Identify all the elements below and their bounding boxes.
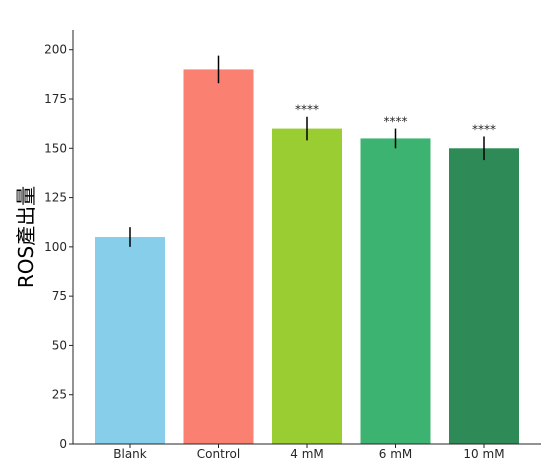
bar-control xyxy=(183,69,254,444)
y-axis-label: ROS產出量 xyxy=(14,186,38,288)
y-tick-label: 50 xyxy=(52,338,67,352)
y-tick-label: 75 xyxy=(52,289,67,303)
y-tick-label: 150 xyxy=(44,141,67,155)
y-tick-label: 25 xyxy=(52,388,67,402)
y-tick-label: 125 xyxy=(44,191,67,205)
y-axis-ticks: 0 25 50 75 100 125 150 175 200 xyxy=(44,43,73,451)
y-tick-label: 175 xyxy=(44,92,67,106)
bars-group xyxy=(95,69,519,445)
error-bars-group xyxy=(129,55,485,247)
x-tick-label: Blank xyxy=(113,447,147,461)
x-tick-label: Control xyxy=(197,447,240,461)
x-tick-label: 10 mM xyxy=(463,447,504,461)
y-tick-label: 0 xyxy=(59,437,67,451)
y-tick-label: 100 xyxy=(44,240,67,254)
y-tick-label: 200 xyxy=(44,43,67,57)
significance-label: **** xyxy=(472,122,496,136)
bar-6-mm xyxy=(360,138,431,444)
bar-4-mm xyxy=(272,128,342,445)
significance-label: **** xyxy=(384,115,408,129)
x-tick-label: 6 mM xyxy=(379,447,413,461)
bar-10-mm xyxy=(449,148,519,445)
significance-label: **** xyxy=(295,103,319,117)
bar-blank xyxy=(95,237,165,444)
x-axis-ticks: Blank Control 4 mM 6 mM 10 mM xyxy=(113,444,505,461)
significance-annotations: **** **** **** xyxy=(295,103,496,137)
x-tick-label: 4 mM xyxy=(290,447,324,461)
